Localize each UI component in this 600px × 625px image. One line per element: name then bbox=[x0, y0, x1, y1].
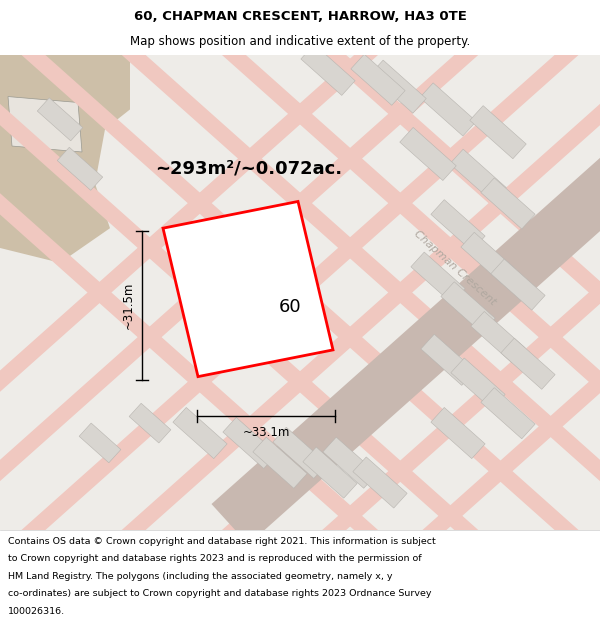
Text: Map shows position and indicative extent of the property.: Map shows position and indicative extent… bbox=[130, 35, 470, 48]
Text: 60: 60 bbox=[278, 298, 301, 316]
Polygon shape bbox=[8, 0, 600, 549]
Polygon shape bbox=[273, 428, 327, 478]
Polygon shape bbox=[8, 36, 600, 625]
Text: HM Land Registry. The polygons (including the associated geometry, namely x, y: HM Land Registry. The polygons (includin… bbox=[8, 572, 392, 581]
Polygon shape bbox=[163, 201, 333, 377]
Polygon shape bbox=[0, 0, 600, 596]
Polygon shape bbox=[481, 388, 535, 439]
Polygon shape bbox=[481, 178, 535, 229]
Polygon shape bbox=[55, 82, 600, 625]
Text: Contains OS data © Crown copyright and database right 2021. This information is : Contains OS data © Crown copyright and d… bbox=[8, 537, 436, 546]
Polygon shape bbox=[8, 96, 82, 152]
Text: Chapman Crescent: Chapman Crescent bbox=[412, 229, 498, 307]
Polygon shape bbox=[55, 0, 600, 503]
Polygon shape bbox=[253, 437, 307, 488]
Polygon shape bbox=[0, 0, 592, 549]
Polygon shape bbox=[421, 334, 475, 386]
Polygon shape bbox=[441, 282, 495, 333]
Polygon shape bbox=[431, 408, 485, 459]
Polygon shape bbox=[471, 311, 525, 362]
Polygon shape bbox=[57, 148, 103, 191]
Text: ~293m²/~0.072ac.: ~293m²/~0.072ac. bbox=[155, 160, 342, 177]
Polygon shape bbox=[450, 149, 506, 202]
Polygon shape bbox=[351, 54, 405, 105]
Polygon shape bbox=[37, 98, 83, 141]
Polygon shape bbox=[431, 199, 485, 251]
Text: 100026316.: 100026316. bbox=[8, 607, 65, 616]
Polygon shape bbox=[303, 447, 357, 498]
Polygon shape bbox=[323, 437, 377, 488]
Polygon shape bbox=[0, 0, 600, 596]
Text: 60, CHAPMAN CRESCENT, HARROW, HA3 0TE: 60, CHAPMAN CRESCENT, HARROW, HA3 0TE bbox=[134, 10, 466, 23]
Polygon shape bbox=[400, 127, 456, 181]
Polygon shape bbox=[491, 259, 545, 310]
Polygon shape bbox=[150, 177, 600, 625]
Polygon shape bbox=[501, 338, 555, 389]
Text: ~31.5m: ~31.5m bbox=[122, 282, 135, 329]
Polygon shape bbox=[470, 106, 526, 159]
Polygon shape bbox=[370, 60, 426, 113]
Polygon shape bbox=[223, 418, 277, 469]
Polygon shape bbox=[0, 55, 130, 262]
Polygon shape bbox=[211, 41, 600, 544]
Polygon shape bbox=[173, 408, 227, 459]
Text: to Crown copyright and database rights 2023 and is reproduced with the permissio: to Crown copyright and database rights 2… bbox=[8, 554, 421, 563]
Polygon shape bbox=[103, 129, 600, 625]
Polygon shape bbox=[0, 36, 592, 625]
Polygon shape bbox=[0, 0, 545, 503]
Text: co-ordinates) are subject to Crown copyright and database rights 2023 Ordnance S: co-ordinates) are subject to Crown copyr… bbox=[8, 589, 431, 598]
Polygon shape bbox=[79, 423, 121, 462]
Polygon shape bbox=[420, 83, 476, 136]
Polygon shape bbox=[411, 252, 465, 303]
Polygon shape bbox=[103, 0, 600, 456]
Text: ~33.1m: ~33.1m bbox=[242, 426, 290, 439]
Polygon shape bbox=[461, 232, 515, 283]
Polygon shape bbox=[301, 44, 355, 96]
Polygon shape bbox=[0, 82, 545, 625]
Polygon shape bbox=[353, 457, 407, 508]
Polygon shape bbox=[129, 403, 171, 443]
Polygon shape bbox=[451, 358, 505, 409]
